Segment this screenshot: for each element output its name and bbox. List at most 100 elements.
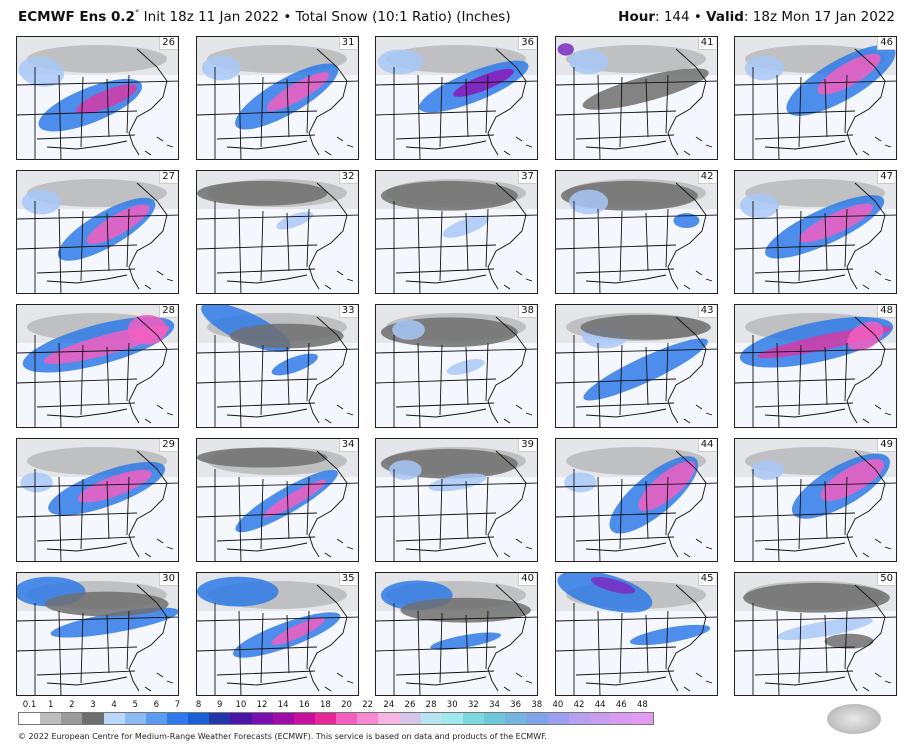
legend-tick-label: 5 xyxy=(132,700,138,710)
color-bar-swatch xyxy=(293,713,315,724)
member-number: 31 xyxy=(338,37,357,50)
member-number: 50 xyxy=(877,573,895,586)
legend-tick-label: 2 xyxy=(69,700,75,710)
color-bar-swatch xyxy=(568,713,590,724)
member-number: 37 xyxy=(518,171,536,184)
ensemble-member-panel: 40 xyxy=(375,572,538,696)
member-number: 29 xyxy=(159,439,177,452)
color-bar-swatch xyxy=(145,713,167,724)
copyright-footer: © 2022 European Centre for Medium-Range … xyxy=(18,732,547,741)
member-snow-map xyxy=(196,305,358,427)
member-number: 30 xyxy=(159,573,177,586)
member-snow-map xyxy=(735,439,896,561)
color-bar-swatch xyxy=(40,713,62,724)
ensemble-member-panel: 32 xyxy=(195,170,359,294)
color-bar-swatch xyxy=(632,713,654,724)
member-number: 44 xyxy=(697,439,716,452)
member-number: 48 xyxy=(877,305,895,318)
ensemble-member-panel: 43 xyxy=(554,304,718,428)
member-number: 27 xyxy=(159,171,177,184)
member-number: 43 xyxy=(697,305,716,318)
header-right: Hour: 144 • Valid: 18z Mon 17 Jan 2022 xyxy=(618,9,895,25)
color-bar-swatch xyxy=(378,713,400,724)
legend-tick-label: 20 xyxy=(341,700,352,710)
legend-tick-label: 32 xyxy=(467,700,479,710)
color-bar-swatch xyxy=(462,713,485,724)
legend-tick-label: 0.1 xyxy=(22,700,37,710)
member-number: 45 xyxy=(697,573,716,586)
color-bar-swatch xyxy=(251,713,273,724)
color-bar-swatch xyxy=(103,713,125,724)
member-snow-map xyxy=(17,439,178,561)
color-bar-swatch xyxy=(209,713,231,724)
color-bar-swatch xyxy=(188,713,210,724)
member-snow-map xyxy=(735,37,896,159)
color-bar-swatch xyxy=(399,713,421,724)
legend-tick-label: 9 xyxy=(217,700,223,710)
legend-tick-label: 1 xyxy=(47,700,54,710)
legend-tick-label: 8 xyxy=(195,700,202,710)
member-snow-map xyxy=(196,439,358,561)
ensemble-panel-grid: 26 31 36 41 46 27 32 37 42 47 28 33 38 43 48 29 34 39 44 49… xyxy=(16,36,898,696)
member-snow-map xyxy=(17,37,178,159)
ensemble-member-panel: 50 xyxy=(734,572,897,696)
map-header: ECMWF Ens 0.2° Init 18z 11 Jan 2022 • To… xyxy=(18,9,895,29)
color-bar-swatch xyxy=(272,713,294,724)
member-snow-map xyxy=(376,171,537,293)
member-number: 35 xyxy=(338,573,357,586)
ensemble-member-panel: 42 xyxy=(554,170,718,294)
legend-tick-label: 7 xyxy=(174,700,181,710)
hour-label: Hour xyxy=(618,9,655,25)
legend-tick-label: 28 xyxy=(425,700,437,710)
ensemble-member-panel: 44 xyxy=(554,438,718,562)
ensemble-member-panel: 36 xyxy=(375,36,538,160)
color-bar-swatch xyxy=(357,713,379,724)
member-number: 34 xyxy=(338,439,357,452)
legend-tick-label: 38 xyxy=(531,700,543,710)
color-bar-swatch xyxy=(420,713,442,724)
member-number: 26 xyxy=(159,37,177,50)
legend-tick-label: 16 xyxy=(298,700,310,710)
ensemble-member-panel: 26 xyxy=(16,36,179,160)
member-snow-map xyxy=(376,439,537,561)
ensemble-member-panel: 41 xyxy=(554,36,718,160)
legend-tick-label: 24 xyxy=(383,700,395,710)
color-bar-swatch xyxy=(441,713,463,724)
legend-tick-label: 40 xyxy=(552,700,564,710)
member-snow-map xyxy=(196,37,358,159)
legend-tick-label: 6 xyxy=(153,700,160,710)
member-number: 40 xyxy=(518,573,536,586)
hour-value: : 144 xyxy=(655,9,690,25)
member-snow-map xyxy=(735,171,896,293)
ensemble-member-panel: 45 xyxy=(554,572,718,696)
color-bar-swatch xyxy=(589,713,611,724)
legend-tick-label: 48 xyxy=(637,700,648,710)
ensemble-member-panel: 33 xyxy=(195,304,359,428)
separator-bullet-2: • xyxy=(693,9,702,25)
member-snow-map xyxy=(17,171,178,293)
legend-tick-label: 4 xyxy=(111,700,117,710)
color-bar-swatch xyxy=(124,713,146,724)
member-snow-map xyxy=(196,573,358,695)
color-bar-swatch xyxy=(166,713,189,724)
header-left: ECMWF Ens 0.2° Init 18z 11 Jan 2022 • To… xyxy=(18,9,511,25)
ensemble-member-panel: 35 xyxy=(195,572,359,696)
member-number: 39 xyxy=(518,439,536,452)
ensemble-member-panel: 47 xyxy=(734,170,897,294)
color-bar-swatch xyxy=(610,713,633,724)
legend-tick-label: 46 xyxy=(615,700,627,710)
legend-tick-label: 44 xyxy=(594,700,606,710)
ensemble-member-panel: 31 xyxy=(195,36,359,160)
legend-tick-label: 30 xyxy=(446,700,458,710)
color-bar-swatch xyxy=(19,713,41,724)
valid-label: Valid xyxy=(706,9,744,25)
legend-ticks: 0.1 1 2 3 4 5 6 7 8 9 10 12 14 16 18 20 22 24 26 28 30 32 34 36… xyxy=(18,700,654,712)
ensemble-member-panel: 29 xyxy=(16,438,179,562)
ensemble-member-panel: 30 xyxy=(16,572,179,696)
member-number: 28 xyxy=(159,305,177,318)
member-number: 32 xyxy=(338,171,357,184)
color-bar-swatch xyxy=(230,713,252,724)
ensemble-member-panel: 37 xyxy=(375,170,538,294)
member-snow-map xyxy=(555,37,717,159)
color-bar-swatch xyxy=(82,713,104,724)
